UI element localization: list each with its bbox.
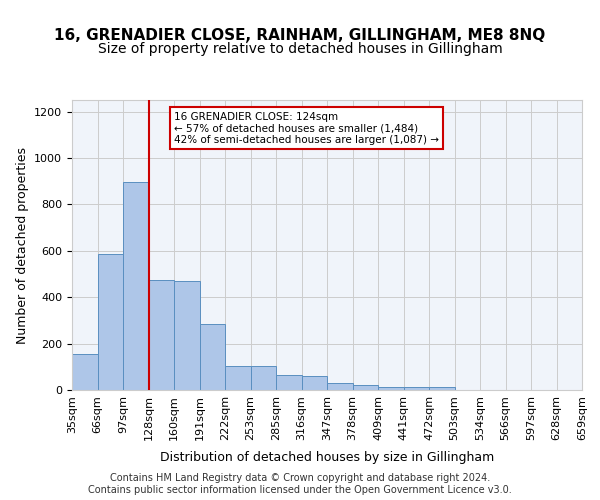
Bar [199, 324, 225, 390]
Bar [429, 387, 455, 390]
Bar [251, 366, 276, 390]
Bar [353, 385, 378, 390]
Bar [174, 281, 199, 390]
Text: 16, GRENADIER CLOSE, RAINHAM, GILLINGHAM, ME8 8NQ: 16, GRENADIER CLOSE, RAINHAM, GILLINGHAM… [55, 28, 545, 42]
Bar [149, 280, 174, 390]
Y-axis label: Number of detached properties: Number of detached properties [16, 146, 29, 344]
Bar [276, 376, 302, 390]
Bar [97, 254, 123, 390]
Bar [404, 387, 429, 390]
X-axis label: Distribution of detached houses by size in Gillingham: Distribution of detached houses by size … [160, 451, 494, 464]
Bar [302, 376, 327, 390]
Bar [123, 182, 149, 390]
Text: Contains HM Land Registry data © Crown copyright and database right 2024.
Contai: Contains HM Land Registry data © Crown c… [88, 474, 512, 495]
Bar [378, 386, 404, 390]
Bar [72, 354, 97, 390]
Bar [327, 383, 353, 390]
Text: 16 GRENADIER CLOSE: 124sqm
← 57% of detached houses are smaller (1,484)
42% of s: 16 GRENADIER CLOSE: 124sqm ← 57% of deta… [174, 112, 439, 145]
Bar [225, 366, 251, 390]
Text: Size of property relative to detached houses in Gillingham: Size of property relative to detached ho… [98, 42, 502, 56]
